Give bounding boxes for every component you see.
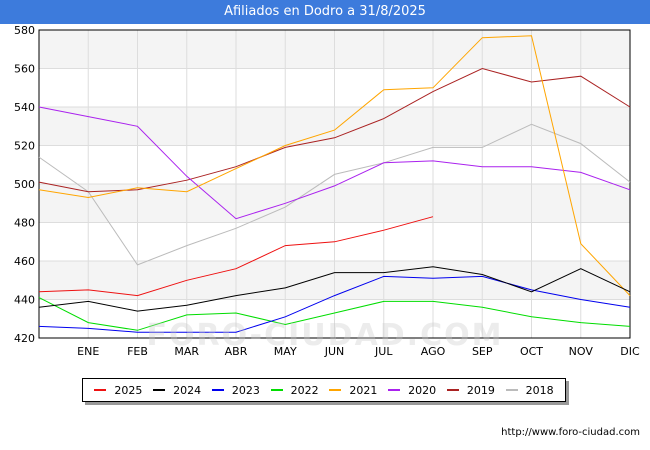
series-line-2025 [38,216,434,297]
x-tick-label: NOV [569,345,594,358]
chart-legend: 2025 2024 2023 2022 2021 2020 2019 2018 [82,378,566,402]
legend-item-2021: 2021 [329,384,377,397]
legend-label: 2020 [408,383,437,397]
x-tick-label: MAY [274,345,297,358]
legend-item-2025: 2025 [94,384,142,397]
series-line-2019 [38,67,631,193]
x-tick-label: AGO [421,345,446,358]
legend-label: 2023 [231,383,260,397]
y-tick-label: 460 [14,255,35,268]
legend-swatch [211,389,224,391]
source-url[interactable]: http://www.foro-ciudad.com [501,427,640,438]
y-tick-label: 560 [14,63,35,76]
legend-item-2023: 2023 [211,383,260,397]
legend-swatch [446,389,459,391]
x-tick-label: OCT [520,345,543,358]
legend-item-2022: 2022 [270,383,319,397]
legend-item-2020: 2020 [388,384,436,397]
y-tick-label: 420 [14,332,35,345]
series-line-2018 [38,123,631,266]
legend-label: 2021 [349,383,378,397]
legend-label: 2025 [114,383,143,397]
legend-label: 2022 [290,383,319,397]
series-line-2020 [38,106,631,220]
plot-frame [38,29,631,339]
x-tick-label: ENE [77,345,99,358]
legend-item-2024: 2024 [153,384,201,397]
legend-swatch [388,389,401,391]
series-line-2021 [38,35,631,296]
series-line-2023 [38,275,631,333]
legend-label: 2018 [525,383,554,397]
legend-swatch [329,389,342,391]
legend-swatch [505,389,518,391]
y-tick-label: 440 [14,294,35,307]
x-tick-label: JUL [374,345,393,358]
x-tick-label: JUN [324,345,345,358]
x-tick-label: MAR [174,345,199,358]
y-tick-label: 580 [14,24,35,37]
legend-item-2018: 2018 [505,383,554,397]
y-tick-label: 540 [14,101,35,114]
x-tick-label: FEB [127,345,148,358]
legend-swatch [94,389,107,391]
legend-label: 2024 [173,383,202,397]
legend-label: 2019 [466,383,495,397]
x-tick-label: ABR [225,345,248,358]
legend-swatch [153,389,166,391]
x-tick-label: DIC [620,345,640,358]
series-line-2022 [38,297,631,331]
y-tick-label: 500 [14,178,35,191]
y-tick-label: 520 [14,140,35,153]
legend-swatch [270,389,283,391]
y-tick-label: 480 [14,217,35,230]
series-line-2024 [38,266,631,312]
legend-item-2019: 2019 [446,383,495,397]
x-tick-label: SEP [472,345,493,358]
chart-title: Afiliados en Dodro a 31/8/2025 [0,0,650,24]
